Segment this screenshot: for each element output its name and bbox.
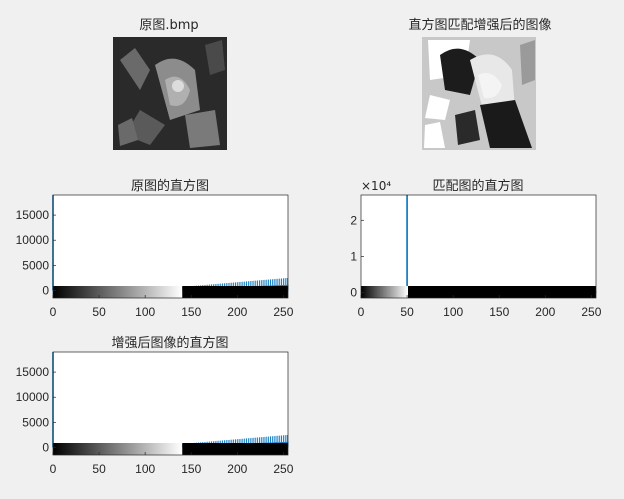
- y-tick-label: 10000: [16, 390, 50, 404]
- original-image: [113, 37, 227, 150]
- y-tick-label: 15000: [16, 208, 50, 222]
- colorbar-ramp: [53, 286, 183, 298]
- x-tick-label: 250: [273, 462, 293, 476]
- title-hist-enhanced: 增强后图像的直方图: [111, 336, 229, 351]
- x-tick-label: 50: [92, 462, 106, 476]
- y-tick-label: 1: [350, 249, 357, 263]
- plot-area: [53, 195, 288, 298]
- y-tick-label: 15000: [16, 365, 50, 379]
- y-tick-label: 0: [350, 286, 357, 300]
- y-tick-label: 0: [42, 283, 49, 297]
- y-tick-label: 5000: [22, 415, 49, 429]
- x-tick-label: 100: [135, 305, 155, 319]
- x-tick-label: 200: [227, 462, 247, 476]
- plot-frame: [52, 194, 289, 299]
- x-tick-label: 100: [135, 462, 155, 476]
- x-tick-label: 0: [50, 305, 57, 319]
- x-tick-label: 100: [443, 305, 463, 319]
- x-tick-label: 0: [50, 462, 57, 476]
- x-tick-label: 250: [273, 305, 293, 319]
- x-tick-label: 250: [581, 305, 601, 319]
- colorbar-ramp: [53, 443, 183, 455]
- matched-image: [422, 37, 536, 150]
- x-tick-label: 0: [358, 305, 365, 319]
- colorbar-black: [408, 286, 596, 298]
- y-tick-label: 5000: [22, 258, 49, 272]
- title-hist-original: 原图的直方图: [130, 179, 209, 194]
- x-tick-label: 200: [535, 305, 555, 319]
- x-tick-label: 50: [92, 305, 106, 319]
- colorbar-ramp: [361, 286, 408, 298]
- chart-2: 0 50 100 150 200 250 0 5000 10000 15000: [16, 351, 294, 476]
- x-tick-label: 150: [489, 305, 509, 319]
- colorbar-black: [182, 286, 288, 298]
- chart-0: 0 50 100 150 200 250 0 5000 10000 15000: [16, 194, 294, 319]
- plot-frame: [360, 194, 597, 299]
- y-tick-label: 10000: [16, 233, 50, 247]
- y-tick-label: 2: [350, 213, 357, 227]
- y-tick-label: 0: [42, 440, 49, 454]
- plot-area: [361, 195, 596, 298]
- chart-1: 0 50 100 150 200 250 0 1 2 ×10⁴: [350, 179, 601, 319]
- x-tick-label: 150: [181, 305, 201, 319]
- x-tick-label: 50: [400, 305, 414, 319]
- y-exponent-label: ×10⁴: [361, 179, 391, 193]
- title-matched-image: 直方图匹配增强后的图像: [408, 18, 552, 33]
- plot-area: [53, 352, 288, 455]
- x-tick-label: 200: [227, 305, 247, 319]
- plot-frame: [52, 351, 289, 456]
- x-tick-label: 150: [181, 462, 201, 476]
- title-hist-matched: 匹配图的直方图: [432, 179, 524, 194]
- title-original-image: 原图.bmp: [139, 18, 199, 33]
- colorbar-black: [182, 443, 288, 455]
